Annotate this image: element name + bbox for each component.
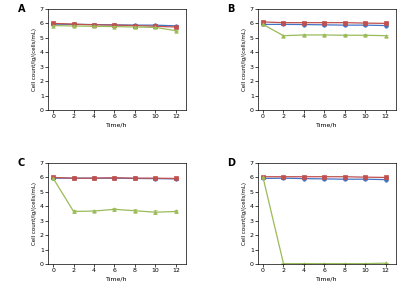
Text: B: B — [228, 4, 235, 14]
Y-axis label: Cell count/lg/(cells/mL): Cell count/lg/(cells/mL) — [32, 28, 37, 91]
Text: C: C — [18, 158, 25, 168]
Y-axis label: Cell count/lg/(cells/mL): Cell count/lg/(cells/mL) — [242, 28, 247, 91]
Text: D: D — [228, 158, 236, 168]
X-axis label: Time/h: Time/h — [106, 122, 128, 127]
X-axis label: Time/h: Time/h — [106, 276, 128, 281]
Y-axis label: Cell count/lg/(cells/mL): Cell count/lg/(cells/mL) — [32, 182, 37, 245]
X-axis label: Time/h: Time/h — [316, 122, 338, 127]
X-axis label: Time/h: Time/h — [316, 276, 338, 281]
Text: A: A — [18, 4, 25, 14]
Y-axis label: Cell count/lg/(cells/mL): Cell count/lg/(cells/mL) — [242, 182, 247, 245]
